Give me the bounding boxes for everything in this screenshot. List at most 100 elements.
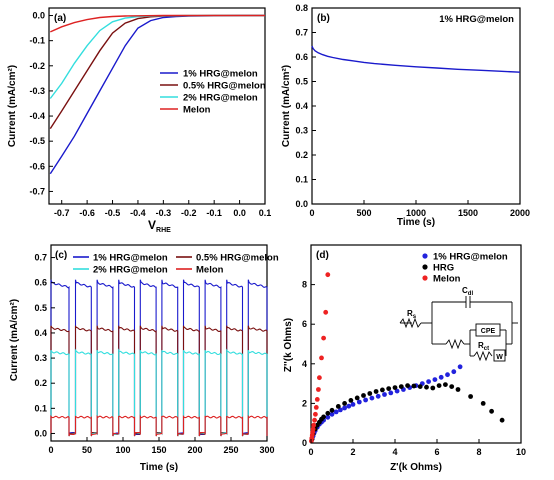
data-point-2	[313, 411, 318, 417]
data-point-0	[457, 364, 463, 370]
data-point-2	[317, 375, 322, 381]
data-point-1	[329, 407, 335, 413]
data-point-1	[321, 414, 326, 420]
panel-b-ticks: 0 500 1000 1500 2000 0.0 0.1 0.2 0.3 0.4 0.5 0.6 0.7…	[295, 3, 530, 218]
y-tick-label: -0.1	[29, 36, 45, 46]
panel-c-xlabel: Time (s)	[140, 462, 178, 473]
x-tick-label: 100	[115, 445, 130, 455]
x-tick-label: 0.1	[259, 208, 272, 218]
data-point-0	[451, 369, 457, 375]
data-point-0	[426, 379, 431, 384]
circuit-warburg-box	[493, 349, 506, 362]
panel-d-label: (d)	[316, 250, 329, 261]
data-point-1	[325, 410, 331, 416]
data-point-0	[356, 399, 362, 405]
x-tick-label: 0	[309, 208, 314, 218]
y-tick-label: 0.2	[295, 150, 308, 160]
data-point-0	[329, 411, 335, 417]
x-tick-label: -0.3	[156, 208, 172, 218]
data-point-1	[348, 398, 354, 403]
data-point-2	[316, 387, 321, 392]
data-point-1	[354, 395, 360, 401]
y-tick-label: 2	[302, 398, 307, 408]
data-point-2	[310, 426, 316, 432]
panel-a-ylabel: Current (mA/cm²)	[7, 65, 18, 147]
legend-entry-2: 2% HRG@melon	[183, 93, 258, 104]
data-point-1	[386, 386, 392, 391]
y-tick-label: 0.2	[34, 378, 47, 388]
x-tick-label: 150	[151, 445, 166, 455]
data-point-0	[346, 403, 352, 409]
y-tick-label: 8	[302, 280, 307, 290]
data-point-0	[325, 414, 331, 420]
panel-d-xlabel: Z'(k Ohms)	[390, 462, 442, 473]
data-point-0	[342, 405, 347, 411]
panel-b-xlabel: Time (s)	[397, 217, 435, 228]
panel-c-legend: 1% HRG@melon 0.5% HRG@melon 2% HRG@melon Me…	[73, 253, 279, 276]
panel-c-label: (c)	[55, 250, 67, 261]
panel-b: (b) 0 500 1000 1500 2000 0.0 0.1 0.2 0.3 0.4 0.5 0.…	[281, 3, 530, 228]
panel-a-frame	[48, 7, 266, 205]
data-point-1	[417, 384, 423, 389]
circuit-label-rct: Rct	[478, 341, 489, 352]
legend-entry-0: 1% HRG@melon	[93, 253, 168, 264]
data-point-2	[323, 309, 329, 315]
y-tick-label: -0.2	[29, 61, 45, 71]
panel-d-ylabel: Z''(k Ohms)	[283, 318, 294, 372]
panel-c-series-lines	[50, 279, 268, 437]
data-point-1	[480, 401, 486, 406]
y-tick-label: 0.0	[32, 11, 45, 21]
circuit-resistor-mid	[445, 338, 465, 350]
y-tick-label: 0.8	[295, 3, 308, 13]
x-tick-label: -0.6	[79, 208, 95, 218]
legend-entry-1: HRG	[433, 263, 454, 274]
x-tick-label: -0.5	[105, 208, 121, 218]
panel-b-series-lines	[311, 45, 521, 73]
data-point-1	[405, 383, 410, 388]
panel-b-legend: 1% HRG@melon	[439, 14, 514, 25]
data-point-1	[436, 383, 442, 388]
data-point-0	[388, 390, 394, 396]
panel-b-label: (b)	[317, 13, 330, 24]
data-point-2	[314, 397, 320, 402]
data-point-0	[363, 397, 368, 403]
data-point-1	[455, 387, 461, 392]
circuit-resistor-rct	[473, 350, 493, 362]
legend-entry-2: 2% HRG@melon	[93, 265, 168, 276]
data-point-1	[342, 401, 347, 406]
x-tick-label: 50	[82, 445, 92, 455]
y-tick-label: -0.6	[29, 161, 45, 171]
data-point-1	[398, 384, 404, 389]
x-tick-label: 0	[308, 447, 313, 457]
panel-a-ticks: -0.7 -0.6 -0.5 -0.4 -0.3 -0.2 -0.1 0.0 0.1 0.0 -0.…	[29, 11, 271, 218]
series-line-2	[50, 348, 268, 437]
x-tick-label: 6	[434, 447, 439, 457]
y-tick-label: 0.1	[34, 403, 47, 413]
series-line-3	[50, 14, 265, 33]
y-tick-label: 0.4	[295, 101, 308, 111]
data-point-0	[394, 388, 400, 394]
x-tick-label: -0.2	[181, 208, 197, 218]
legend-entry-3: Melon	[183, 105, 211, 116]
panel-d-series-points	[309, 272, 505, 444]
panel-d-ticks: 0 2 4 6 8 10 0 2 4 6 8	[302, 280, 526, 457]
x-tick-label: 250	[223, 445, 238, 455]
y-tick-label: 0.3	[34, 353, 47, 363]
x-tick-label: 500	[356, 208, 371, 218]
data-point-1	[373, 389, 379, 394]
y-tick-label: 0.3	[295, 126, 308, 136]
y-tick-label: 0.0	[34, 428, 47, 438]
panel-c-ticks: 0 50 100 150 200 250 300 0.0 0.1 0.2 0.3 0.4 0.5 0.6 0…	[34, 253, 274, 455]
y-tick-label: 0.0	[295, 199, 308, 209]
data-point-1	[411, 383, 417, 389]
x-tick-label: -0.4	[130, 208, 146, 218]
legend-entry-1: 0.5% HRG@melon	[183, 81, 266, 92]
x-tick-label: 4	[392, 447, 397, 457]
data-point-0	[333, 409, 339, 415]
panel-a-xlabel: VRHE	[148, 218, 171, 234]
equivalent-circuit	[399, 296, 518, 362]
data-point-2	[312, 417, 317, 423]
panel-d-frame	[310, 244, 522, 444]
